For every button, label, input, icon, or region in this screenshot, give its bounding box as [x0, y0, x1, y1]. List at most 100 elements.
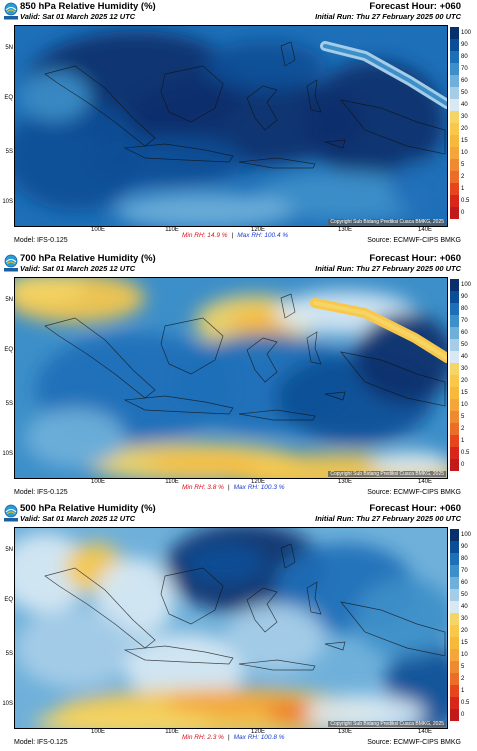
model-label: Model: IFS-0.125: [14, 489, 68, 496]
humidity-cell: [355, 313, 447, 403]
colorbar-segment: [450, 351, 459, 363]
rh-range: Min RH: 14.9 % | Max RH: 100.4 %: [182, 232, 288, 239]
colorbar-tick-label: 70: [461, 318, 468, 324]
humidity-cell: [305, 695, 425, 728]
colorbar-segment: [450, 339, 459, 351]
humidity-cell: [15, 101, 145, 211]
colorbar-tick-label: 20: [461, 378, 468, 384]
max-rh-label: Max RH: 100.8 %: [233, 734, 285, 741]
colorbar-tick-label: 80: [461, 556, 468, 562]
colorbar-tick-label: 2: [461, 426, 465, 432]
humidity-cell: [115, 193, 295, 226]
lon-tick-label: 100E: [90, 227, 106, 233]
colorbar-tick-label: 40: [461, 604, 468, 610]
range-separator: |: [231, 232, 234, 239]
min-rh-label: Min RH: 3.8 %: [182, 484, 224, 491]
colorbar-tick-label: 20: [461, 628, 468, 634]
colorbar-segment: [450, 697, 459, 709]
humidity-band: [323, 44, 447, 106]
coastline: [160, 317, 224, 375]
colorbar-tick-label: 0: [461, 210, 465, 216]
lat-tick-label: 10S: [2, 701, 13, 707]
colorbar-tick-label: 40: [461, 354, 468, 360]
colorbar-tick-label: 15: [461, 640, 468, 646]
humidity-cell: [205, 41, 325, 91]
colorbar-segment: [450, 435, 459, 447]
humidity-cell: [20, 71, 90, 121]
lon-tick-label: 110E: [165, 227, 179, 233]
colorbar-segment: [450, 147, 459, 159]
colorbar-tick-label: 50: [461, 592, 468, 598]
valid-time: Valid: Sat 01 March 2025 12 UTC: [20, 514, 136, 523]
colorbar-tick-label: 100: [461, 282, 472, 288]
colorbar-tick-label: 70: [461, 66, 468, 72]
colorbar-tick-label: 70: [461, 568, 468, 574]
initial-run: Initial Run: Thu 27 February 2025 00 UTC: [315, 264, 461, 273]
initial-run: Initial Run: Thu 27 February 2025 00 UTC: [315, 514, 461, 523]
lon-tick-label: 120E: [250, 479, 266, 485]
coastline: [246, 337, 278, 383]
colorbar-segment: [450, 589, 459, 601]
lon-tick-label: 130E: [337, 227, 353, 233]
rh-range: Min RH: 2.3 % | Max RH: 100.8 %: [182, 734, 285, 741]
colorbar-segment: [450, 577, 459, 589]
bmkg-logo-icon: [3, 2, 19, 20]
humidity-cell: [25, 408, 125, 468]
colorbar-segment: [450, 363, 459, 375]
colorbar-segment: [450, 447, 459, 459]
colorbar-tick-label: 30: [461, 616, 468, 622]
colorbar-segment: [450, 661, 459, 673]
forecast-hour: Forecast Hour: +060: [369, 503, 461, 514]
colorbar-tick-label: 10: [461, 150, 468, 156]
lon-tick-label: 110E: [165, 729, 179, 735]
lon-tick-label: 120E: [250, 227, 266, 233]
colorbar-tick-label: 50: [461, 342, 468, 348]
lat-tick-label: EQ: [4, 597, 13, 603]
humidity-cell: [145, 453, 265, 473]
lat-tick-label: EQ: [4, 347, 13, 353]
colorbar-tick-label: 0.5: [461, 450, 470, 456]
range-separator: |: [227, 484, 230, 491]
humidity-cell: [255, 171, 435, 221]
colorbar-tick-label: 90: [461, 42, 468, 48]
coastline: [246, 85, 278, 131]
colorbar-tick-label: 20: [461, 126, 468, 132]
colorbar-segment: [450, 399, 459, 411]
colorbar-tick-label: 90: [461, 294, 468, 300]
colorbar-tick-label: 90: [461, 544, 468, 550]
lon-tick-label: 120E: [250, 729, 266, 735]
coastline: [44, 65, 156, 147]
colorbar-tick-label: 30: [461, 366, 468, 372]
humidity-cell: [305, 61, 445, 181]
colorbar-segment: [450, 279, 459, 291]
min-rh-label: Min RH: 2.3 %: [182, 734, 224, 741]
colorbar-tick-label: 2: [461, 174, 465, 180]
rh-heatmap: Copyright Sub Bidang Prediksi Cuaca BMKG…: [14, 25, 448, 227]
colorbar-segment: [450, 541, 459, 553]
coastline: [340, 601, 446, 657]
colorbar-tick-label: 2: [461, 676, 465, 682]
colorbar-tick-label: 0: [461, 712, 465, 718]
coastline: [340, 351, 446, 407]
rh-range: Min RH: 3.8 % | Max RH: 100.3 %: [182, 484, 285, 491]
colorbar-tick-label: 80: [461, 54, 468, 60]
copyright-label: Copyright Sub Bidang Prediksi Cuaca BMKG…: [328, 219, 446, 225]
coastline: [306, 581, 322, 615]
colorbar-segment: [450, 207, 459, 219]
colorbar-segment: [450, 613, 459, 625]
lat-tick-label: 5S: [5, 651, 13, 657]
coastline: [280, 543, 296, 569]
rh-heatmap: Copyright Sub Bidang Prediksi Cuaca BMKG…: [14, 527, 448, 729]
colorbar-tick-label: 100: [461, 30, 472, 36]
coastline: [160, 65, 224, 123]
lat-tick-label: 10S: [2, 451, 13, 457]
coastline: [306, 79, 322, 113]
colorbar-tick-label: 10: [461, 402, 468, 408]
colorbar-tick-label: 5: [461, 664, 465, 670]
min-rh-label: Min RH: 14.9 %: [182, 232, 228, 239]
colorbar-segment: [450, 375, 459, 387]
copyright-label: Copyright Sub Bidang Prediksi Cuaca BMKG…: [328, 471, 446, 477]
colorbar-segment: [450, 75, 459, 87]
chart-title: 850 hPa Relative Humidity (%): [20, 1, 156, 12]
lat-tick-label: 10S: [2, 199, 13, 205]
